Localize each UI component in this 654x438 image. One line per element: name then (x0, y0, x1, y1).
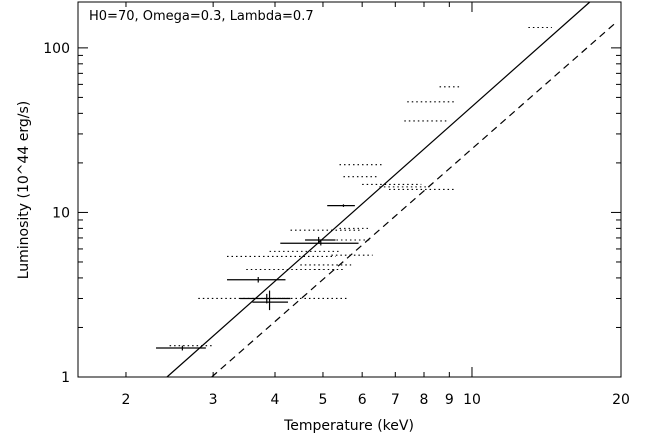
x-tick-label: 10 (463, 392, 481, 408)
x-tick-label: 8 (420, 392, 429, 408)
x-axis-ticks: 2 3 4 5 6 7 8 9 10 20 (122, 2, 630, 408)
x-tick-label: 3 (209, 392, 218, 408)
x-tick-label: 7 (391, 392, 400, 408)
data-point-solid (156, 345, 206, 351)
fit-line-solid (166, 1, 591, 378)
x-axis-label: Temperature (keV) (283, 418, 414, 434)
data-point-solid (280, 241, 359, 246)
plot-frame (77, 1, 622, 378)
y-tick-label: 100 (43, 41, 70, 57)
x-tick-label: 5 (319, 392, 328, 408)
x-tick-label: 4 (271, 392, 280, 408)
x-tick-label: 20 (612, 392, 630, 408)
annotation-text: H0=70, Omega=0.3, Lambda=0.7 (89, 9, 314, 24)
x-tick-label: 6 (358, 392, 367, 408)
data-point-solid (252, 290, 289, 311)
x-tick-label: 2 (122, 392, 131, 408)
data-point-solid (327, 204, 355, 207)
y-tick-label: 10 (52, 205, 70, 221)
y-axis-ticks: 1 10 100 (43, 41, 621, 386)
data-marks (78, 1, 615, 378)
fit-line-dashed (211, 23, 615, 378)
y-tick-label: 1 (61, 370, 70, 386)
y-axis-label: Luminosity (10^44 erg/s) (16, 101, 32, 280)
x-tick-label: 9 (445, 392, 454, 408)
